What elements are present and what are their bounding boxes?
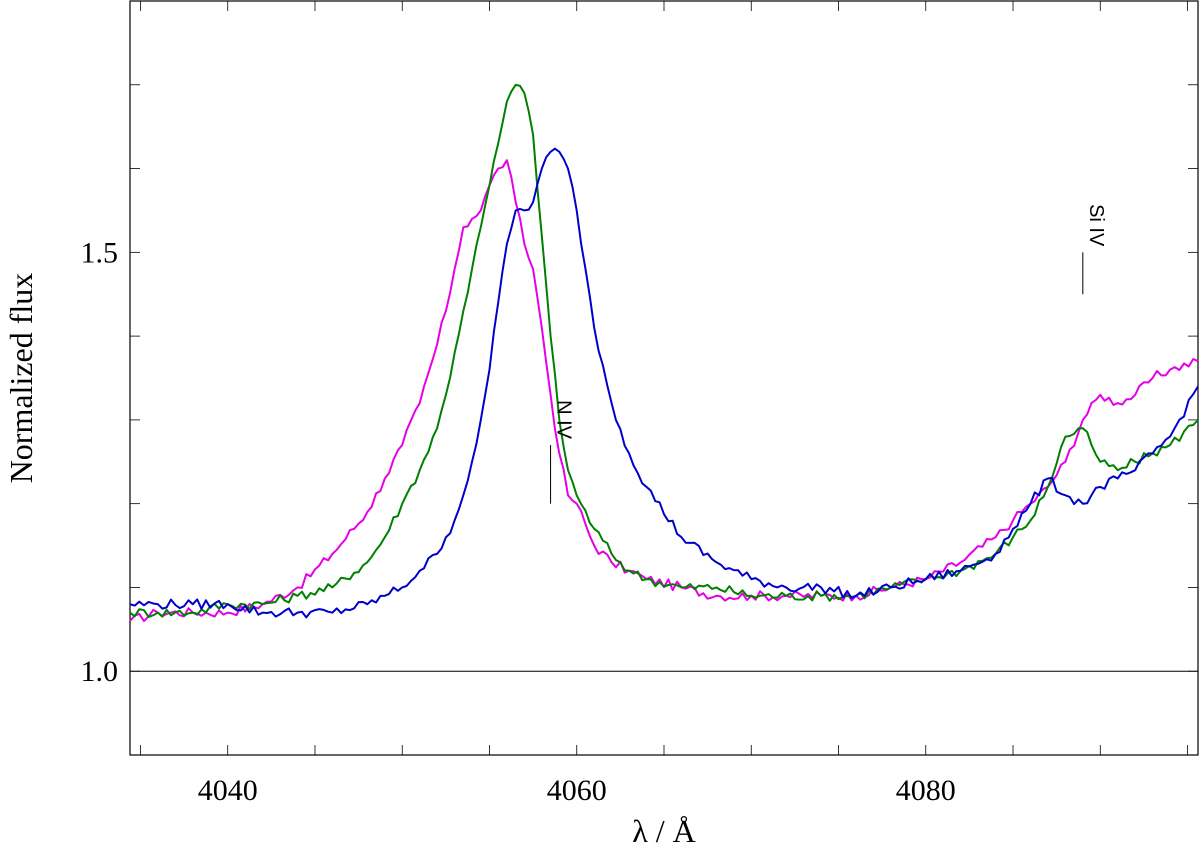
y-axis-label: Normalized flux	[3, 273, 39, 484]
series-layer	[129, 83, 1199, 623]
minor-ticks	[130, 0, 1198, 756]
series-line	[129, 83, 1199, 618]
x-tick-label: 4080	[896, 774, 956, 807]
line-id-label: Si IV	[1085, 204, 1107, 247]
y-tick-label: 1.5	[81, 236, 119, 269]
plot-frame	[129, 0, 1199, 756]
series-line	[129, 147, 1199, 619]
annotation-layer: N IV Si IV	[550, 204, 1107, 504]
line-id-label: N IV	[553, 400, 575, 440]
x-tick-label: 4040	[198, 774, 258, 807]
series-line	[129, 159, 1199, 623]
x-axis-label: λ / Å	[632, 813, 696, 849]
y-tick-label: 1.0	[81, 655, 119, 688]
x-tick-labels: 4040 4060 4080	[198, 774, 956, 807]
x-tick-label: 4060	[547, 774, 607, 807]
y-tick-labels: 1.0 1.5	[81, 236, 119, 688]
